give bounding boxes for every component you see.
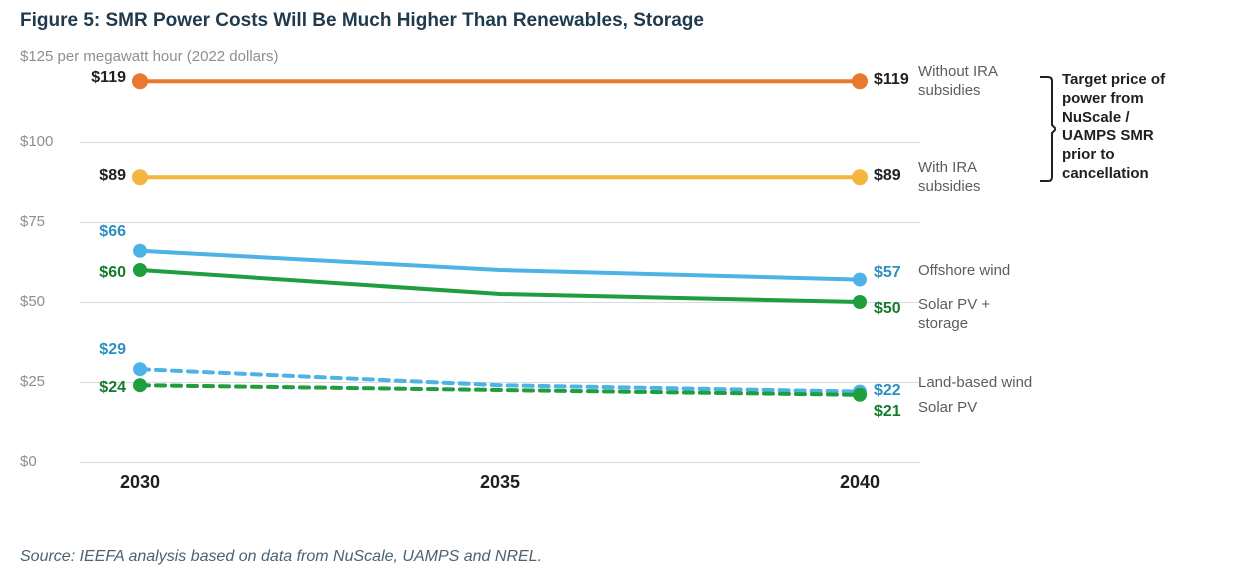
marker-offshore-wind [133,244,147,258]
start-value-offshore-wind: $66 [99,223,126,241]
legend-with-ira: With IRA subsidies [918,159,1038,197]
end-value-without-ira: $119 [874,71,909,89]
bracket-svg [1040,73,1056,185]
legend-without-ira: Without IRA subsidies [918,63,1038,101]
xtick-label: 2040 [830,472,890,493]
bracket [1040,73,1056,185]
legend-solar-pv-storage: Solar PV + storage [918,296,1038,334]
grid-line [80,462,920,463]
marker-with-ira [852,169,868,185]
marker-without-ira [852,73,868,89]
ytick-label: $25 [20,373,70,390]
ytick-label: $100 [20,133,70,150]
marker-solar-pv [133,378,147,392]
marker-solar-pv [853,388,867,402]
source-caption: Source: IEEFA analysis based on data fro… [20,548,542,566]
start-value-solar-pv-storage: $60 [99,264,126,282]
marker-solar-pv-storage [853,295,867,309]
end-value-land-wind: $22 [874,382,901,400]
marker-offshore-wind [853,273,867,287]
end-value-solar-pv-storage: $50 [874,300,901,318]
marker-land-wind [133,362,147,376]
start-value-land-wind: $29 [99,341,126,359]
xtick-label: 2035 [470,472,530,493]
start-value-solar-pv: $24 [99,379,126,397]
ytick-label: $75 [20,213,70,230]
end-value-offshore-wind: $57 [874,264,901,282]
xtick-label: 2030 [110,472,170,493]
marker-solar-pv-storage [133,263,147,277]
marker-with-ira [132,169,148,185]
start-value-with-ira: $89 [99,167,126,185]
marker-without-ira [132,73,148,89]
plot-svg [80,62,920,462]
ytick-label: $0 [20,453,70,470]
figure-title: Figure 5: SMR Power Costs Will Be Much H… [20,10,1214,32]
bracket-note: Target price of power from NuScale / UAM… [1062,71,1172,184]
start-value-without-ira: $119 [91,69,126,87]
bracket-path [1040,77,1056,181]
ytick-label: $50 [20,293,70,310]
end-value-with-ira: $89 [874,167,901,185]
legend-offshore-wind: Offshore wind [918,262,1038,281]
legend-land-wind: Land-based wind [918,374,1038,393]
end-value-solar-pv: $21 [874,403,901,421]
plot-area [80,62,920,462]
legend-solar-pv: Solar PV [918,399,1038,418]
chart: $125 per megawatt hour (2022 dollars) $0… [20,50,1214,510]
